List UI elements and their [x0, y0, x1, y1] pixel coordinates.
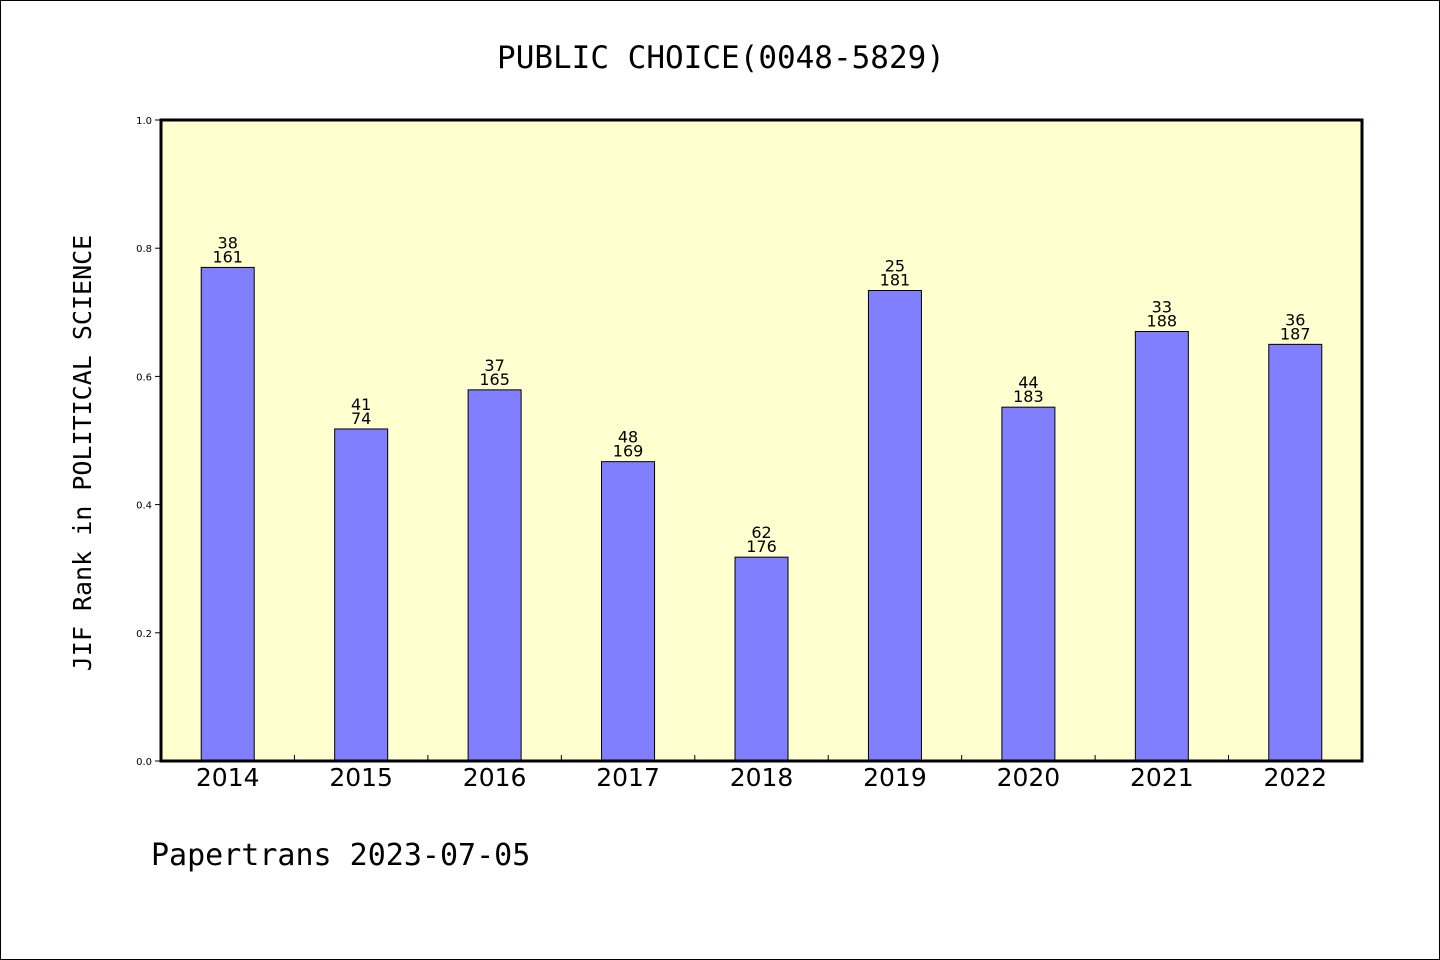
- bar-total-label: 187: [1280, 324, 1311, 343]
- bar-rank-label: 41: [351, 395, 371, 414]
- bar-rank-label: 33: [1152, 298, 1172, 317]
- bar-total-label: 176: [746, 537, 777, 556]
- bar-2014: [200, 266, 255, 762]
- chart-title: PUBLIC CHOICE(0048-5829): [497, 40, 945, 76]
- x-tick-label: 2021: [1130, 763, 1194, 792]
- y-tick-label: 0.6: [136, 372, 152, 383]
- x-tick-label: 2019: [863, 763, 927, 792]
- x-tick-label: 2017: [596, 763, 660, 792]
- x-tick-label: 2015: [329, 763, 393, 792]
- x-tick-label: 2016: [463, 763, 527, 792]
- y-tick-label: 0.8: [136, 244, 152, 255]
- bar-total-label: 169: [613, 442, 644, 461]
- bar-rank-label: 36: [1285, 310, 1305, 329]
- bar-total-label: 161: [212, 247, 243, 266]
- bar-total-label: 183: [1013, 387, 1044, 406]
- bar-2022: [1268, 343, 1323, 762]
- x-tick-label: 2020: [997, 763, 1061, 792]
- y-tick-label: 0.2: [136, 629, 152, 640]
- bar-2019: [867, 290, 922, 762]
- bar-total-label: 165: [479, 370, 510, 389]
- footer-text: Papertrans 2023-07-05: [151, 838, 530, 873]
- bar-rank-label: 62: [751, 523, 771, 542]
- bar-rank-label: 37: [484, 356, 504, 375]
- x-tick-label: 2018: [730, 763, 794, 792]
- bar-total-label: 74: [351, 409, 371, 428]
- x-tick-label: 2014: [196, 763, 260, 792]
- bar-rank-label: 25: [885, 257, 905, 276]
- bar-total-label: 188: [1147, 312, 1178, 331]
- y-tick-label: 0.0: [136, 757, 152, 768]
- y-axis-ticks: 0.0 0.2 0.4 0.6 0.8 1.0: [136, 116, 161, 768]
- bar-2018: [734, 556, 789, 762]
- bar-2020: [1001, 406, 1056, 762]
- x-tick-label: 2022: [1263, 763, 1327, 792]
- plot-border: [159, 118, 1364, 763]
- bar-rank-label: 48: [618, 428, 638, 447]
- bar-rank-label: 38: [218, 233, 238, 252]
- bar-2015: [334, 428, 389, 762]
- x-axis-ticks: 2014 2015 2016 2017 2018 2019 2020 2021 2022: [196, 755, 1327, 792]
- bar-total-label: 181: [880, 271, 911, 290]
- bar-rank-label: 44: [1018, 373, 1038, 392]
- bar-2016: [467, 389, 522, 762]
- y-tick-label: 1.0: [136, 116, 152, 127]
- y-axis-label: JIF Rank in POLITICAL SCIENCE: [68, 235, 97, 672]
- bar-2021: [1134, 331, 1189, 762]
- y-tick-label: 0.4: [136, 501, 152, 512]
- bar-2017: [601, 461, 656, 762]
